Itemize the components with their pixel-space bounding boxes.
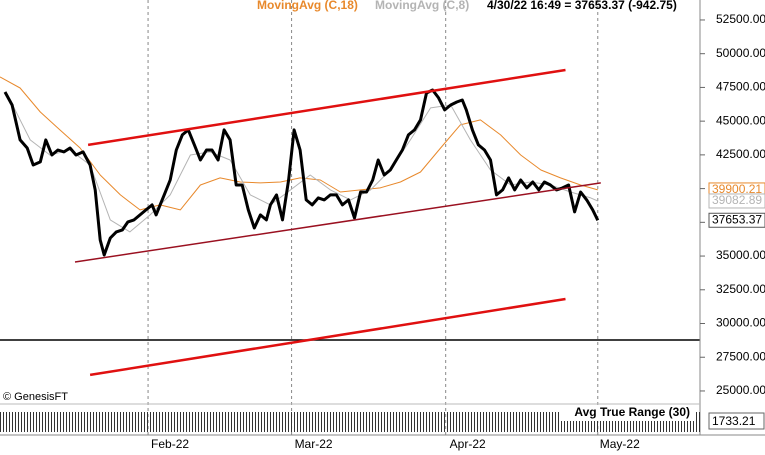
last-value-label: 37653.37	[712, 212, 762, 226]
indicator-value-box	[708, 412, 765, 430]
plot-area	[0, 0, 700, 435]
x-tick-label: Mar-22	[295, 437, 333, 451]
x-tick-label: May-22	[600, 437, 640, 451]
atr-bars	[0, 412, 700, 432]
last-value-label: 39900.21	[712, 182, 762, 196]
x-tick-label: Feb-22	[151, 437, 189, 451]
last-value-box	[708, 212, 765, 228]
legend-entry: MovingAvg (C,18)	[257, 0, 358, 12]
y-tick-label: 35000.00	[716, 248, 765, 262]
trend-line	[74, 182, 601, 263]
indicator-value: 1733.21	[712, 414, 756, 428]
y-tick-label: 45000.00	[716, 113, 765, 127]
last-value-label: 39082.89	[712, 193, 762, 207]
legend-entry: MovingAvg (C,8)	[375, 0, 469, 12]
y-tick-label: 30000.00	[716, 316, 765, 330]
series-line	[3, 88, 600, 257]
y-tick-label: 32500.00	[716, 282, 765, 296]
atr-title-bg	[560, 405, 695, 421]
x-tick-label: Apr-22	[450, 437, 486, 451]
header-quote: 4/30/22 16:49 = 37653.37 (-942.75)	[487, 0, 677, 12]
y-tick-label: 25000.00	[716, 383, 765, 397]
y-tick-label: 52500.00	[716, 12, 765, 26]
trend-line	[89, 297, 566, 377]
series-line	[0, 76, 598, 211]
indicator-title: Avg True Range (30)	[574, 405, 690, 419]
y-tick-label: 47500.00	[716, 80, 765, 94]
last-value-box	[708, 193, 765, 209]
source: © GenesisFT	[3, 391, 68, 403]
y-tick-label: 42500.00	[716, 147, 765, 161]
y-tick-label: 50000.00	[716, 46, 765, 60]
y-tick-label: 27500.00	[716, 349, 765, 363]
trend-line	[87, 68, 566, 147]
